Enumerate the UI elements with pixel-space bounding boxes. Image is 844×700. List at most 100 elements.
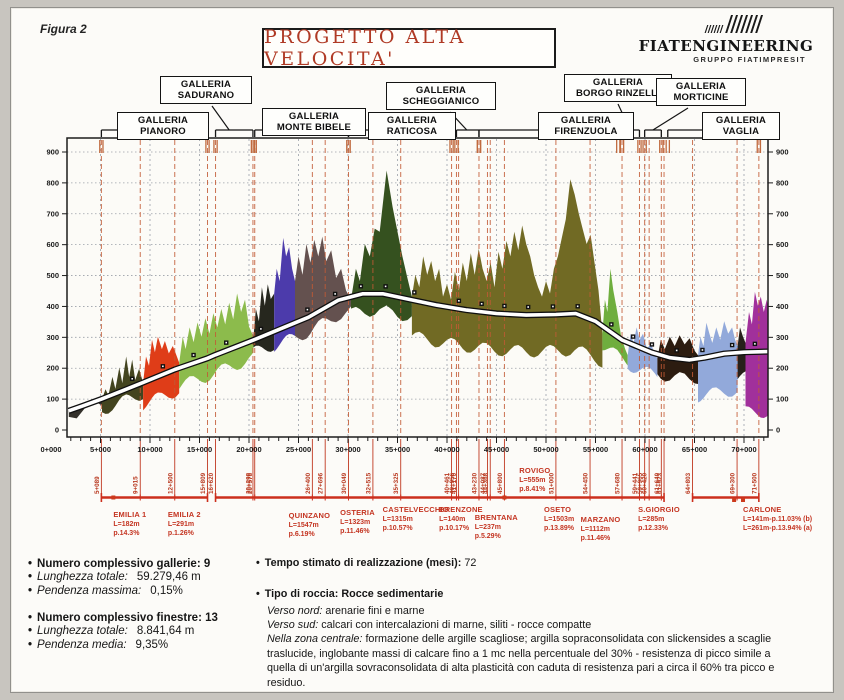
rock-description-rows: Verso nord: arenarie fini e marne Verso s… bbox=[256, 604, 796, 690]
x-tick-label: 0+000 bbox=[40, 445, 61, 454]
x-tick-label: 30+000 bbox=[335, 445, 360, 454]
station-chainage: 15+809 bbox=[200, 472, 207, 494]
x-tick-label: 70+000 bbox=[731, 445, 756, 454]
station-chainage: 59+441 bbox=[632, 472, 639, 494]
window-label-carlone: CARLONE L=141m-p.11.03% (b) L=261m-p.13.94… bbox=[743, 505, 813, 532]
terrain-olivanera-nord bbox=[102, 356, 144, 414]
station-chainage: 71+500 bbox=[751, 472, 758, 494]
station-chainage: 54+450 bbox=[583, 472, 590, 494]
station-chainage: 20+578 bbox=[247, 472, 254, 494]
x-tick-label: 40+000 bbox=[434, 445, 459, 454]
tempo-row: • Tempo stimato di realizzazione (mesi):… bbox=[256, 557, 477, 569]
y-tick-label-left: 200 bbox=[46, 364, 59, 373]
tipo-roccia-header: Tipo di roccia: Rocce sedimentarie bbox=[264, 588, 444, 601]
tunnel-label-scheggianico: GALLERIA SCHEGGIANICO bbox=[386, 82, 496, 111]
station-chainage: 12+500 bbox=[167, 472, 174, 494]
logo-subtitle: GRUPPO FIATIMPRESIT bbox=[693, 54, 806, 64]
terrain-azzurro-1 bbox=[627, 327, 658, 378]
window-label-rovigo: ROVIGO L=555m p.8.41% bbox=[519, 466, 551, 493]
title-box: PROGETTO ALTA VELOCITA' bbox=[262, 26, 556, 70]
logo-hatch-icon bbox=[704, 15, 764, 33]
window-label-osteria: OSTERIA L=1323m p.11.46% bbox=[340, 508, 375, 535]
red-dot-marker bbox=[502, 495, 507, 500]
tunnel-label-monte-bibele: GALLERIA MONTE BIBELE bbox=[262, 108, 366, 137]
station-chainage: 51+000 bbox=[548, 472, 555, 494]
summary-row: • Numero complessivo finestre: 13 bbox=[28, 611, 218, 624]
y-tick-label-right: 300 bbox=[776, 333, 789, 342]
red-dot-marker bbox=[732, 498, 737, 502]
x-tick-label: 60+000 bbox=[632, 445, 657, 454]
station-chainage: 9+015 bbox=[133, 476, 140, 494]
x-tick-label: 10+000 bbox=[137, 445, 162, 454]
y-tick-label-right: 200 bbox=[776, 364, 789, 373]
summary-row: • Pendenza media: 9,35% bbox=[28, 638, 169, 651]
station-chainage: 27+696 bbox=[318, 472, 325, 494]
station-chainage: 32+515 bbox=[365, 472, 372, 494]
terrain-detrito-sx bbox=[68, 399, 102, 419]
summary-row: • Numero complessivo gallerie: 9 bbox=[28, 557, 211, 570]
y-tick-label-left: 500 bbox=[46, 271, 59, 280]
station-chainage: 61+649 bbox=[654, 472, 661, 494]
red-dot-marker bbox=[111, 495, 116, 500]
y-tick-label-right: 600 bbox=[776, 240, 789, 249]
station-chainage: 61+923 bbox=[657, 472, 664, 494]
company-logo: FIATENGINEERING GRUPPO FIATIMPRESIT bbox=[636, 12, 816, 64]
station-chainage: 45+800 bbox=[497, 472, 504, 494]
window-label-castelvecchio: CASTELVECCHIO L=1315m p.10.57% bbox=[382, 505, 449, 532]
tunnel-label-raticosa: GALLERIA RATICOSA bbox=[368, 112, 456, 141]
station-chainage: 20+398 bbox=[245, 472, 252, 494]
y-tick-label-left: 400 bbox=[46, 302, 59, 311]
rail-gradient-line bbox=[68, 292, 768, 413]
station-chainage: 44+087 bbox=[480, 472, 487, 494]
x-tick-label: 25+000 bbox=[286, 445, 311, 454]
tunnel-leader-line bbox=[211, 105, 230, 131]
station-chainage: 5+089 bbox=[94, 476, 101, 494]
window-label-emilia-2: EMILIA 2 L=291m p.1.26% bbox=[167, 510, 201, 537]
y-tick-label-left: 900 bbox=[46, 147, 59, 156]
terrain-oliva bbox=[411, 179, 603, 368]
y-tick-label-right: 800 bbox=[776, 178, 789, 187]
x-tick-label: 65+000 bbox=[682, 445, 707, 454]
y-tick-label-left: 300 bbox=[46, 333, 59, 342]
rock-note-row: Nella zona centrale: formazione delle ar… bbox=[267, 633, 775, 689]
rock-note-row: Verso nord: arenarie fini e marne bbox=[267, 604, 425, 617]
terrain-azzurro-2 bbox=[698, 321, 738, 403]
window-label-marzano: MARZANO L=1112m p.11.46% bbox=[580, 515, 621, 542]
tunnel-label-pianoro: GALLERIA PIANORO bbox=[117, 112, 209, 141]
x-tick-label: 15+000 bbox=[187, 445, 212, 454]
tipo-roccia-row: • Tipo di roccia: Rocce sedimentarie bbox=[256, 588, 444, 601]
tunnel-label-sadurano: GALLERIA SADURANO bbox=[160, 76, 252, 105]
tunnel-label-borgo-rinzelli: GALLERIA BORGO RINZELLI bbox=[564, 74, 672, 103]
summary-gallerie: • Numero complessivo gallerie: 9 • Lunghezz… bbox=[28, 556, 260, 652]
tunnel-leader-line bbox=[652, 107, 689, 131]
station-chainage: 64+803 bbox=[685, 472, 692, 494]
y-tick-label-right: 400 bbox=[776, 302, 789, 311]
station-chainage: 57+680 bbox=[615, 472, 622, 494]
y-tick-label-right: 500 bbox=[776, 271, 789, 280]
station-chainage: 40+461 bbox=[444, 472, 451, 494]
window-label-emilia-1: EMILIA 1 L=182m p.14.3% bbox=[113, 510, 147, 537]
station-chainage: 60+420 bbox=[642, 472, 649, 494]
x-tick-label: 5+000 bbox=[90, 445, 111, 454]
terrain-verde-chiaro bbox=[179, 293, 254, 389]
station-chainage: 44+368 bbox=[483, 472, 490, 494]
y-tick-label-left: 700 bbox=[46, 209, 59, 218]
x-tick-label: 55+000 bbox=[583, 445, 608, 454]
station-chainage: 43+230 bbox=[471, 472, 478, 494]
summary-row: • Pendenza massima: 0,15% bbox=[28, 584, 183, 597]
summary-row: • Lunghezza totale: 59.279,46 m bbox=[28, 571, 201, 583]
window-label-quinzano: QUINZANO L=1547m p.6.19% bbox=[288, 511, 331, 538]
window-label-oseto: OSETO L=1503m p.13.89% bbox=[544, 505, 575, 532]
window-label-brentana: BRENTANA L=237m p.5.29% bbox=[474, 513, 518, 540]
tunnel-label-morticine: GALLERIA MORTICINE bbox=[656, 78, 746, 107]
summary-row: • Lunghezza totale: 8.841,64 m bbox=[28, 625, 195, 637]
station-chainage: 16+620 bbox=[208, 472, 215, 494]
window-label-s-giorgio: S.GIORGIO L=285m p.12.33% bbox=[638, 505, 680, 532]
station-chainage: 40+956 bbox=[449, 472, 456, 494]
station-lines: 5+089 9+015 12+500 15+809 16+620 20+39820+578… bbox=[94, 140, 760, 497]
tempo-value: 72 bbox=[464, 557, 477, 569]
y-tick-label-right: 100 bbox=[776, 395, 789, 404]
x-tick-label: 35+000 bbox=[385, 445, 410, 454]
